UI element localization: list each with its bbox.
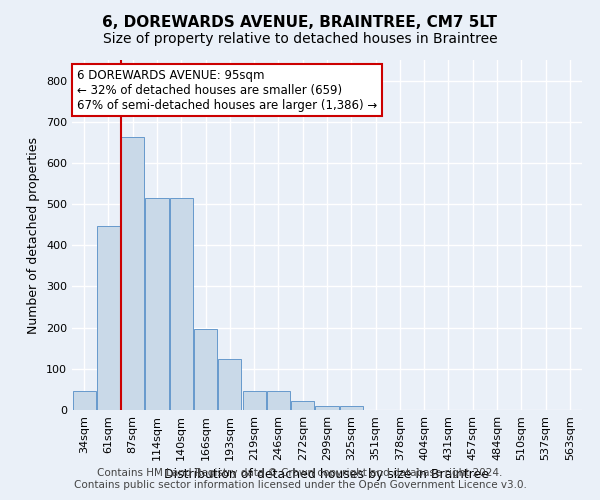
Bar <box>97 226 120 410</box>
Bar <box>340 406 363 410</box>
Text: 6, DOREWARDS AVENUE, BRAINTREE, CM7 5LT: 6, DOREWARDS AVENUE, BRAINTREE, CM7 5LT <box>103 15 497 30</box>
Bar <box>291 401 314 410</box>
Bar <box>170 198 193 410</box>
Bar <box>316 406 338 410</box>
Text: Contains HM Land Registry data © Crown copyright and database right 2024.
Contai: Contains HM Land Registry data © Crown c… <box>74 468 526 490</box>
Bar <box>267 390 290 410</box>
Bar <box>121 137 144 410</box>
Text: 6 DOREWARDS AVENUE: 95sqm
← 32% of detached houses are smaller (659)
67% of semi: 6 DOREWARDS AVENUE: 95sqm ← 32% of detac… <box>77 69 377 112</box>
Bar <box>218 358 241 410</box>
Bar <box>194 330 217 410</box>
Bar <box>145 198 169 410</box>
Bar <box>242 390 266 410</box>
Bar <box>73 390 95 410</box>
Text: Size of property relative to detached houses in Braintree: Size of property relative to detached ho… <box>103 32 497 46</box>
X-axis label: Distribution of detached houses by size in Braintree: Distribution of detached houses by size … <box>164 468 490 481</box>
Y-axis label: Number of detached properties: Number of detached properties <box>28 136 40 334</box>
